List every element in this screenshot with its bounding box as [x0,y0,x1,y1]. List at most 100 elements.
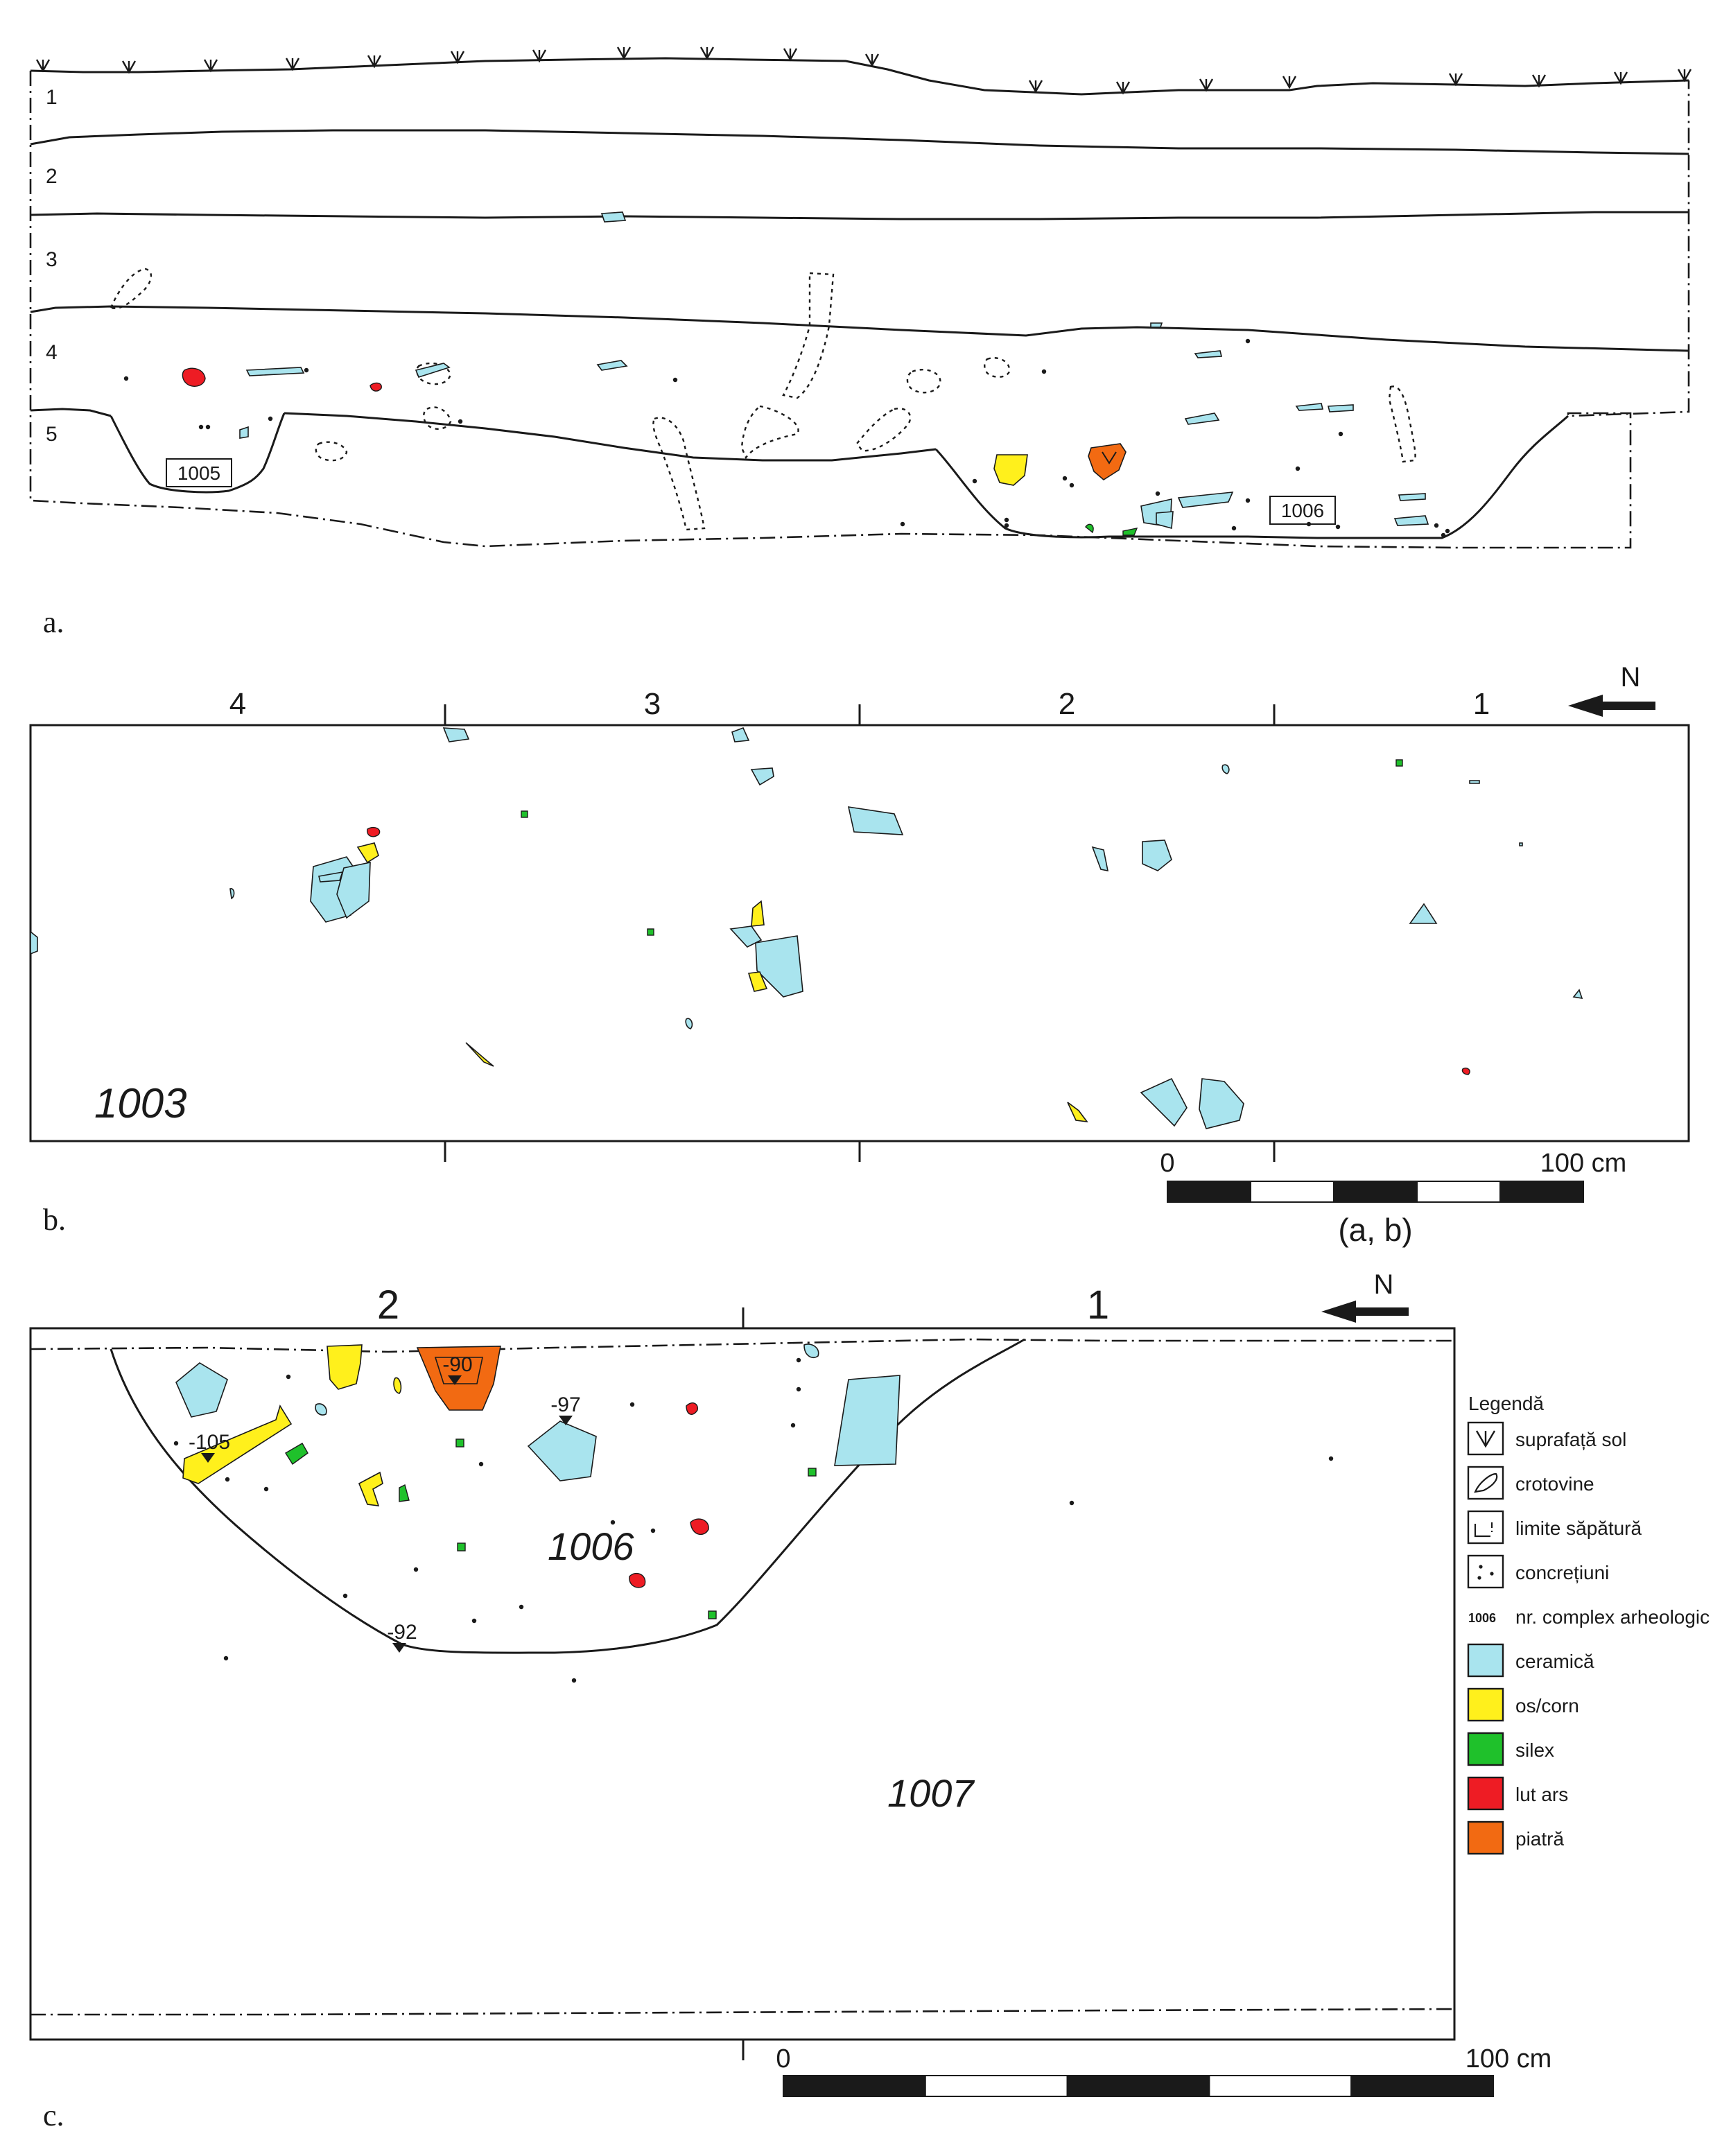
finds-plan-c [175,1344,901,1619]
legend-label: limite săpătură [1515,1518,1642,1539]
layer-label-3: 3 [46,248,58,271]
surface-tick [285,58,300,71]
depth-label-105: -105 [189,1431,230,1454]
concretion-dot [650,1528,656,1533]
layer-label-1: 1 [46,86,58,109]
concretion-dot [342,1593,348,1599]
concretion-dot [223,1655,229,1661]
layer-label-5: 5 [46,423,58,446]
concretion-dot [225,1477,230,1482]
concretion-dot [1069,483,1075,488]
north-arrow-b: N [1568,662,1655,717]
concretions-c [173,1357,1334,1683]
legend-item-concretions: concrețiuni [1467,1554,1609,1589]
legend-title: Legendă [1468,1393,1544,1414]
surface-tick [616,46,632,60]
concretion-dot [1062,476,1068,481]
panel-a-section: 1 2 3 4 5 1005 1006 [29,46,1692,639]
square-label-b-4: 4 [229,687,246,721]
burnt-clay-swatch-icon [1467,1776,1504,1811]
layer-label-2: 2 [46,165,58,188]
panel-c-label: c. [43,2098,64,2132]
concretion-dot [205,424,211,430]
concretion-dot [1245,498,1251,503]
complex-number-icon: 1006 [1468,1611,1496,1625]
scale-c-end: 100 cm [1466,2044,1552,2074]
complex-1007-label: 1007 [887,1771,975,1815]
surface-tick [367,55,382,69]
depth-label-97: -97 [550,1393,580,1416]
concretion-dot [1445,528,1450,534]
concretion-dot [1335,524,1341,530]
excavation-limit-a [29,71,1690,549]
concretion-dot [123,376,129,381]
scale-b-start: 0 [1160,1149,1174,1178]
surface-tick [1282,76,1297,89]
legend-label: piatră [1515,1828,1564,1850]
concretion-dot [304,367,309,373]
concretion-dot [1004,523,1009,528]
legend-label: os/corn [1515,1695,1579,1716]
legend-label: silex [1515,1739,1554,1761]
legend-item-excavation: limite săpătură [1467,1510,1642,1545]
square-label-b-1: 1 [1473,687,1490,721]
square-label-c-2: 2 [377,1283,399,1328]
concretion-dot [1434,523,1439,528]
scale-segment [1250,1181,1334,1203]
pit-1005-outline [110,412,286,494]
concretion-dot [1069,1500,1075,1506]
concretion-dot [1441,532,1446,538]
legend-item-surface: suprafață sol [1467,1421,1626,1456]
complex-1006-plan-label: 1006 [548,1524,634,1568]
legend-label: lut ars [1515,1784,1568,1805]
concretions-icon [1477,1565,1494,1580]
concretion-dot [268,416,273,421]
panel-b-label: b. [43,1203,66,1237]
plan-b-frame [29,724,1690,1142]
concretion-dot [1041,369,1047,374]
finds-section-a [182,211,1429,536]
stone-swatch-icon [1467,1820,1504,1855]
pit-1006-outline [934,415,1569,539]
concretion-dot [796,1386,801,1392]
complex-1003-label: 1003 [94,1080,186,1127]
concretion-dot [1245,338,1251,344]
concretion-dot [790,1423,796,1428]
surface-tick [203,59,218,73]
legend-label: crotovine [1515,1473,1594,1495]
square-label-b-2: 2 [1059,687,1075,721]
scale-c-start: 0 [776,2044,790,2074]
excavation-limit-c-bottom [31,2008,1455,2016]
north-arrow-c: N [1321,1269,1409,1323]
excavation-limit-icon [1474,1522,1493,1538]
complex-1005-label: 1005 [177,462,220,484]
legend-label: ceramică [1515,1651,1594,1672]
north-arrow-icon [1568,695,1655,717]
layer-boundary-1-2 [30,129,1689,155]
surface-tick [1028,80,1043,94]
legend-item-lut: lut ars [1467,1776,1568,1811]
ceramics-swatch-icon [1467,1643,1504,1678]
legend-label: concrețiuni [1515,1562,1609,1583]
concretion-dot [286,1374,291,1380]
concretion-dot [1004,517,1009,523]
surface-ticks [35,46,1692,95]
scale-segment [1499,1181,1584,1203]
finds-plan-b [30,727,1583,1129]
north-arrow-icon [1321,1301,1409,1323]
concretion-dot [478,1461,484,1467]
panel-c-plan: 2 1 N [29,1269,1552,2132]
surface-tick [450,51,465,64]
concretion-dot [413,1567,419,1572]
scale-segment [1167,1181,1251,1203]
scale-segment [1416,1181,1501,1203]
layer-boundary-4-5 [30,408,112,417]
legend-item-os: os/corn [1467,1687,1579,1722]
layer-boundary-2-3 [30,211,1689,220]
surface-tick [1199,78,1214,92]
surface-tick [783,48,798,62]
concretion-dot [1328,1456,1334,1461]
surface-tick [35,59,51,73]
surface-tick [1115,81,1131,95]
legend-item-silex: silex [1467,1732,1554,1766]
